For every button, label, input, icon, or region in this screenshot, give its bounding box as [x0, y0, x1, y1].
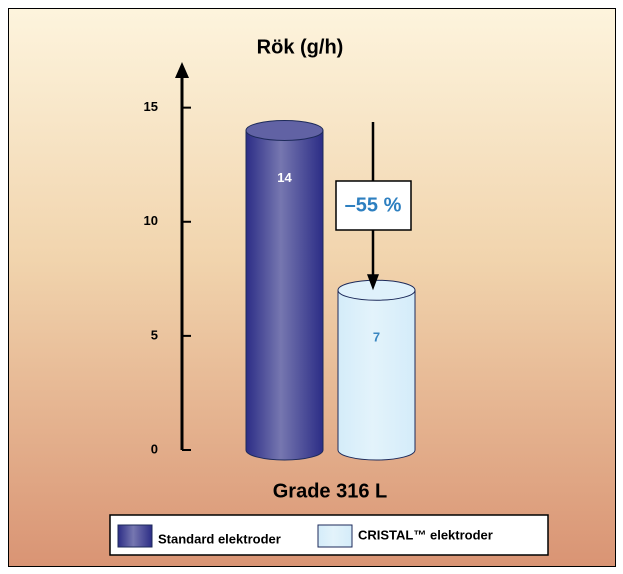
annotation-arrowhead [367, 274, 379, 291]
cylinder-body [245, 129, 324, 461]
cylinder-top [245, 119, 324, 141]
annotation-box [335, 180, 412, 231]
y-tick-label: 15 [144, 99, 158, 114]
y-tick-label: 10 [144, 213, 158, 228]
legend-swatch [117, 524, 153, 548]
value-label: 7 [373, 330, 380, 345]
legend-swatch [317, 524, 353, 548]
legend-label: CRISTAL™ elektroder [358, 527, 493, 542]
legend-label: Standard elektroder [158, 531, 281, 546]
cylinder-top [337, 279, 416, 301]
y-axis-arrow [175, 62, 189, 78]
x-category-label: Grade 316 L [273, 480, 388, 502]
y-tick-label: 5 [151, 327, 158, 342]
y-tick-label: 0 [151, 441, 158, 456]
chart-title: Rök (g/h) [257, 36, 344, 58]
annotation: –55 % [345, 194, 402, 216]
value-label: 14 [277, 170, 292, 185]
cylinder-body [337, 289, 416, 461]
